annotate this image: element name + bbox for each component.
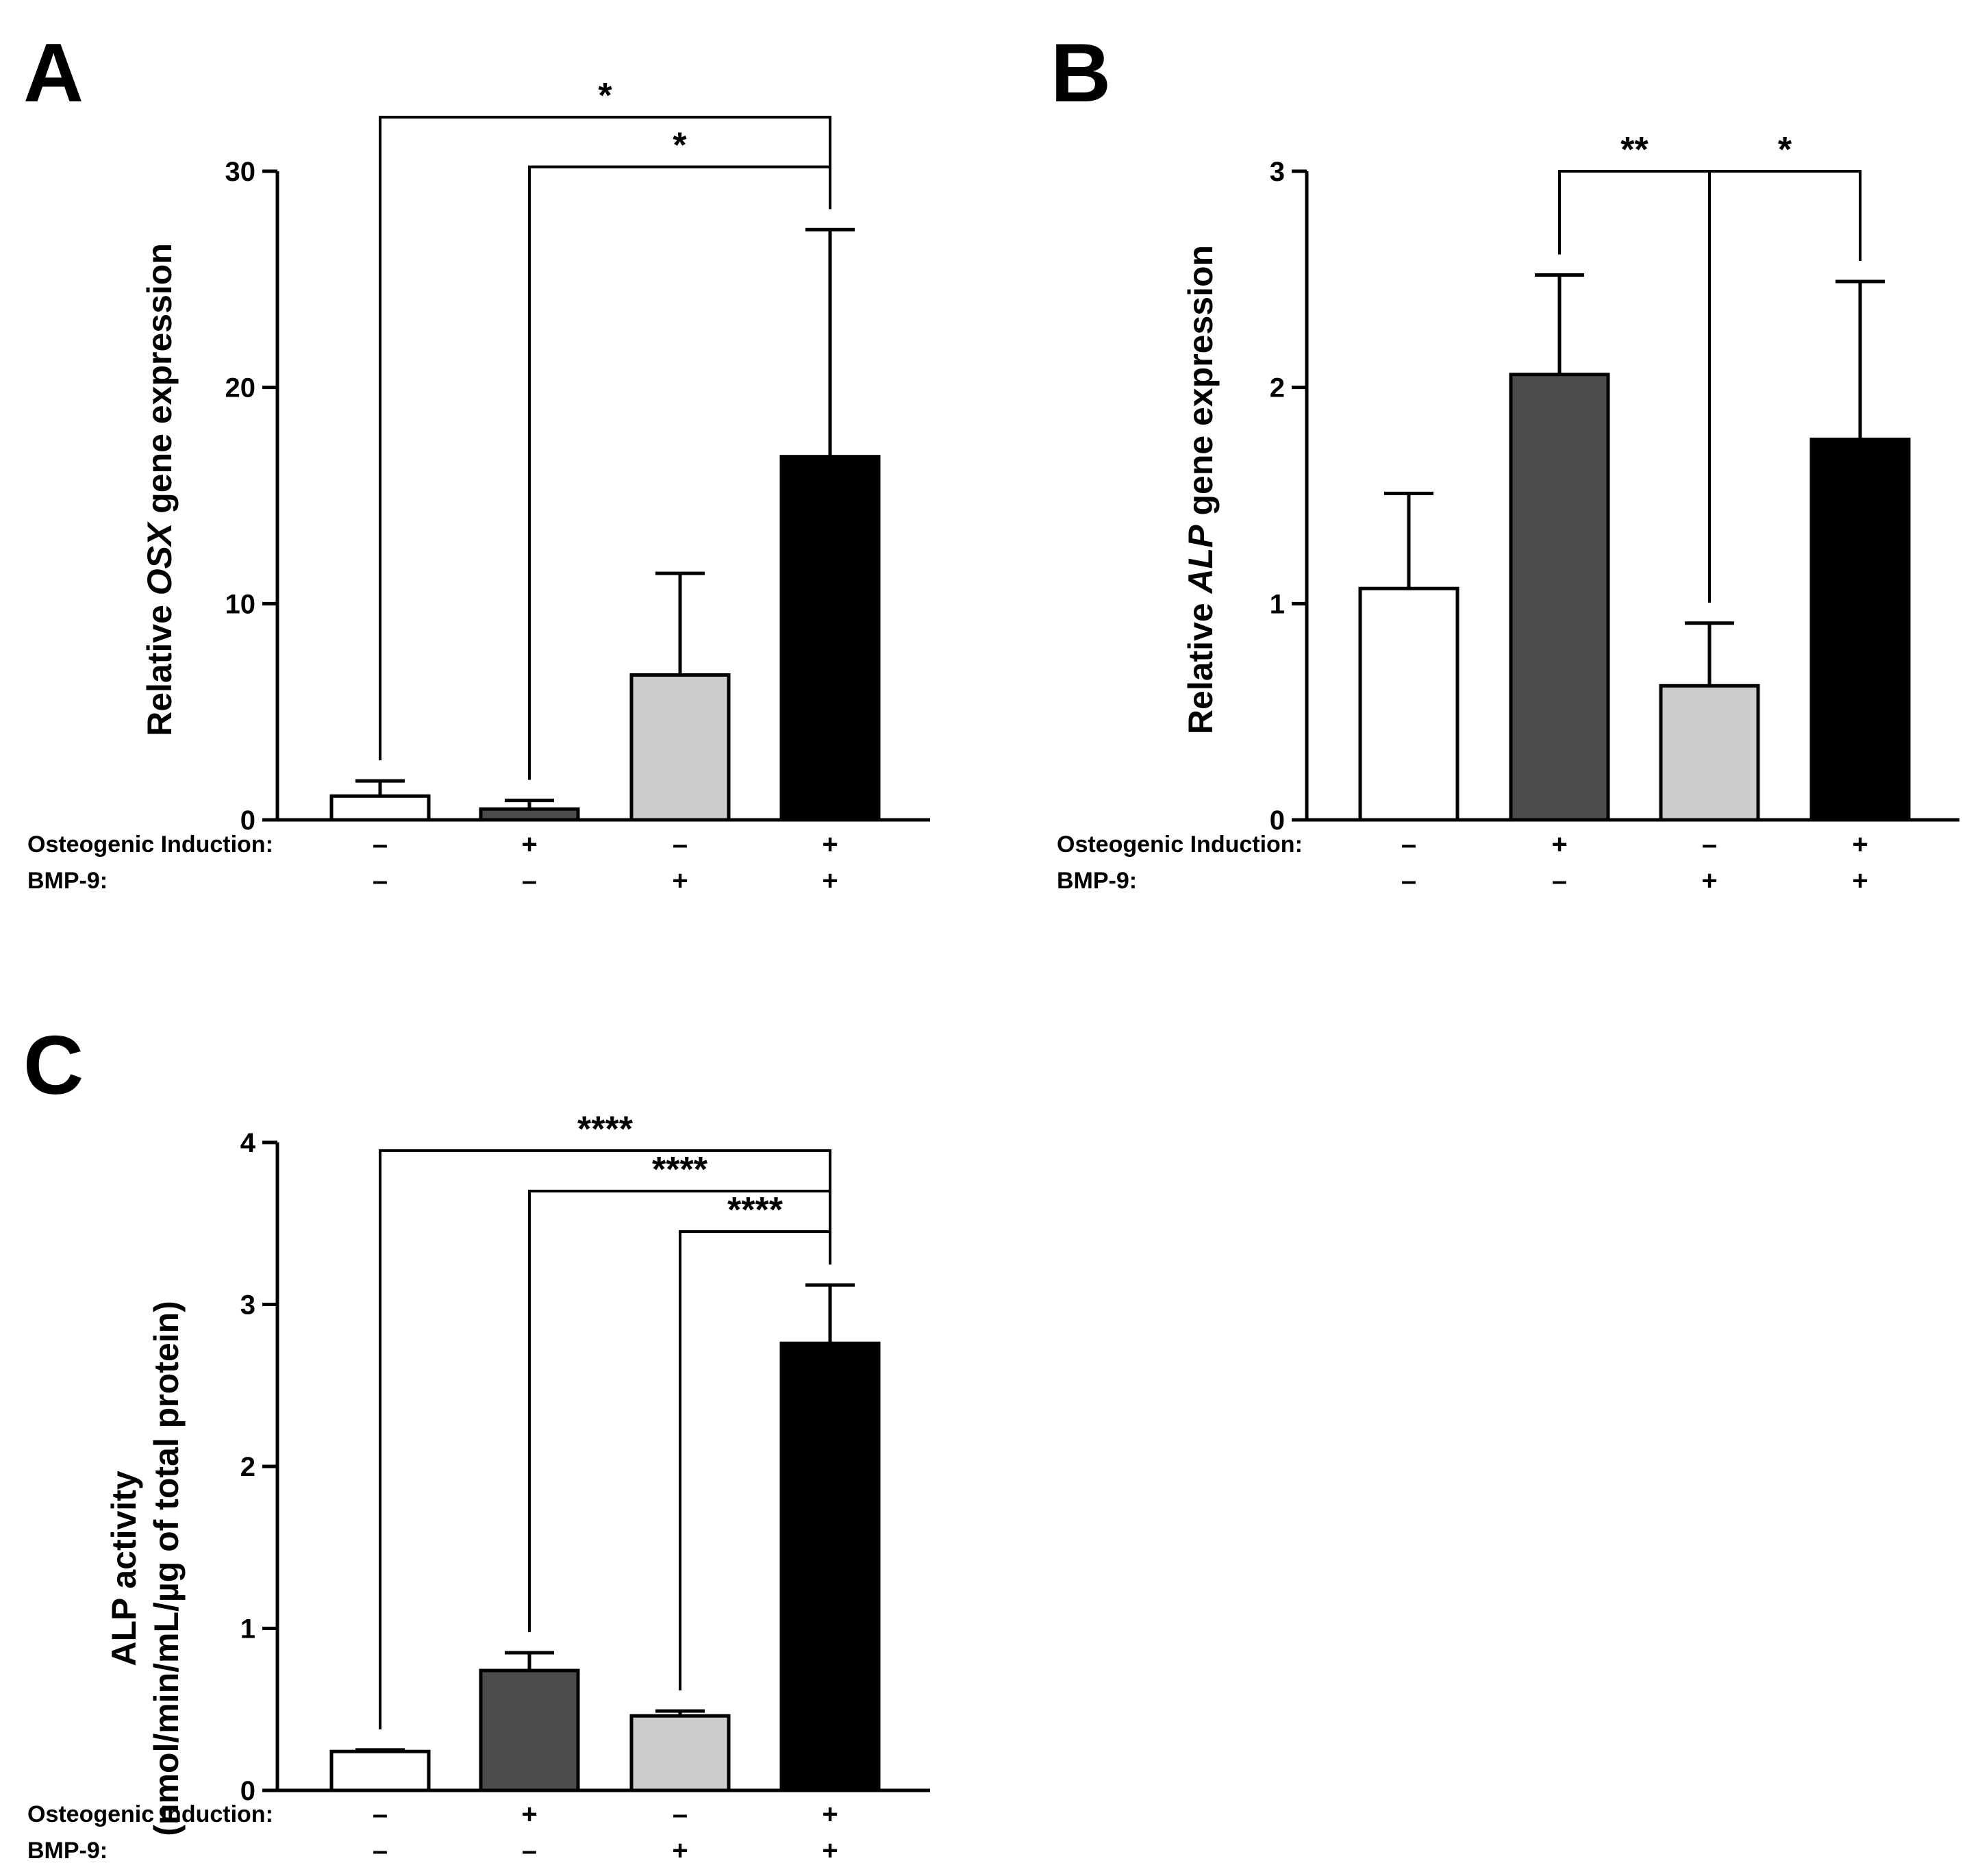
significance-bracket: [379, 116, 831, 761]
y-axis-title-line: ALP activity: [105, 1471, 143, 1666]
panel-a: A Relative OSX gene expression 0 10 20 30 Oste…: [23, 26, 930, 896]
y-tick-label: 0: [1270, 805, 1285, 836]
bmp9-sign: +: [822, 866, 838, 896]
bar: [629, 1714, 731, 1792]
bar: [1659, 684, 1760, 822]
induction-sign: –: [1702, 829, 1717, 860]
y-tick-label: 4: [240, 1128, 256, 1158]
induction-sign: +: [822, 1799, 838, 1829]
y-tick-label: 20: [225, 373, 256, 403]
bar: [779, 455, 881, 822]
bmp9-sign: –: [522, 866, 537, 896]
bmp9-sign: +: [1852, 866, 1868, 896]
bar: [1809, 437, 1911, 822]
significance-label: *: [598, 76, 612, 116]
bmp9-sign: –: [1401, 866, 1416, 896]
significance-label: *: [673, 126, 687, 166]
bmp9-sign: –: [522, 1836, 537, 1866]
induction-sign: +: [1852, 829, 1868, 860]
induction-sign: +: [521, 829, 537, 860]
row-label-induction: Osteogenic Induction:: [27, 831, 273, 858]
significance-bracket: [679, 1230, 831, 1691]
panel-label: C: [23, 1018, 84, 1112]
y-tick-label: 2: [240, 1452, 255, 1482]
induction-sign: +: [521, 1799, 537, 1829]
significance-label: ****: [727, 1190, 784, 1230]
y-axis-title-part: gene expression: [1181, 245, 1220, 525]
induction-sign: –: [1401, 829, 1416, 860]
row-label-induction: Osteogenic Induction:: [27, 1801, 273, 1827]
significance-label: ****: [652, 1150, 708, 1190]
y-tick-label: 30: [225, 157, 256, 187]
y-axis-title: ALP activity (nmol/min/mL/µg of total pro…: [105, 1301, 186, 1836]
significance-bracket: [1708, 170, 1862, 603]
significance-label: *: [1778, 130, 1792, 170]
bar: [479, 807, 580, 822]
row-label-bmp9: BMP-9:: [1057, 868, 1137, 894]
bar: [479, 1668, 580, 1792]
y-tick-label: 0: [240, 805, 255, 836]
induction-sign: +: [822, 829, 838, 860]
induction-sign: –: [373, 829, 388, 860]
panel-label: B: [1051, 26, 1111, 119]
bmp9-sign: –: [1552, 866, 1567, 896]
significance-bracket: [528, 1189, 831, 1632]
y-axis-title: Relative ALP gene expression: [1181, 245, 1220, 734]
induction-sign: –: [373, 1799, 388, 1829]
induction-sign: –: [673, 829, 688, 860]
panel-b: B Relative ALP gene expression 0 1 2 3 Osteoge…: [1051, 26, 1959, 896]
induction-sign: –: [673, 1799, 688, 1829]
row-label-induction: Osteogenic Induction:: [1057, 831, 1303, 858]
bar: [1509, 373, 1610, 822]
y-tick-label: 2: [1270, 373, 1285, 403]
panel-c: C ALP activity (nmol/min/mL/µg of total pr…: [23, 1018, 930, 1866]
significance-bracket: [379, 1149, 831, 1729]
y-axis-title: Relative OSX gene expression: [140, 243, 179, 736]
y-axis-title-part: Relative: [1181, 593, 1220, 734]
y-tick-label: 0: [240, 1776, 255, 1806]
significance-label: **: [1620, 130, 1649, 170]
y-axis-title-part: gene expression: [140, 243, 179, 523]
bar: [329, 1749, 431, 1792]
induction-sign: +: [1551, 829, 1567, 860]
y-axis-title-line: (nmol/min/mL/µg of total protein): [147, 1301, 186, 1836]
y-axis-title-part: OSX: [140, 521, 179, 595]
y-tick-label: 10: [225, 589, 256, 619]
bar: [779, 1341, 881, 1792]
significance-bracket: [528, 165, 831, 780]
y-tick-label: 1: [240, 1614, 255, 1644]
panel-label: A: [23, 26, 84, 119]
y-axis-title-part: ALP: [1181, 525, 1220, 595]
bmp9-sign: +: [672, 1836, 688, 1866]
bar: [629, 673, 731, 822]
y-axis-title-part: Relative: [140, 595, 179, 736]
y-tick-label: 1: [1270, 589, 1285, 619]
bar: [329, 794, 431, 822]
y-tick-label: 3: [1270, 157, 1285, 187]
bar: [1358, 586, 1459, 822]
y-tick-label: 3: [240, 1290, 255, 1321]
row-label-bmp9: BMP-9:: [27, 1838, 108, 1864]
row-label-bmp9: BMP-9:: [27, 868, 108, 894]
bmp9-sign: +: [822, 1836, 838, 1866]
bmp9-sign: –: [373, 1836, 388, 1866]
bmp9-sign: –: [373, 866, 388, 896]
bmp9-sign: +: [672, 866, 688, 896]
significance-label: ****: [577, 1110, 634, 1149]
bmp9-sign: +: [1701, 866, 1717, 896]
